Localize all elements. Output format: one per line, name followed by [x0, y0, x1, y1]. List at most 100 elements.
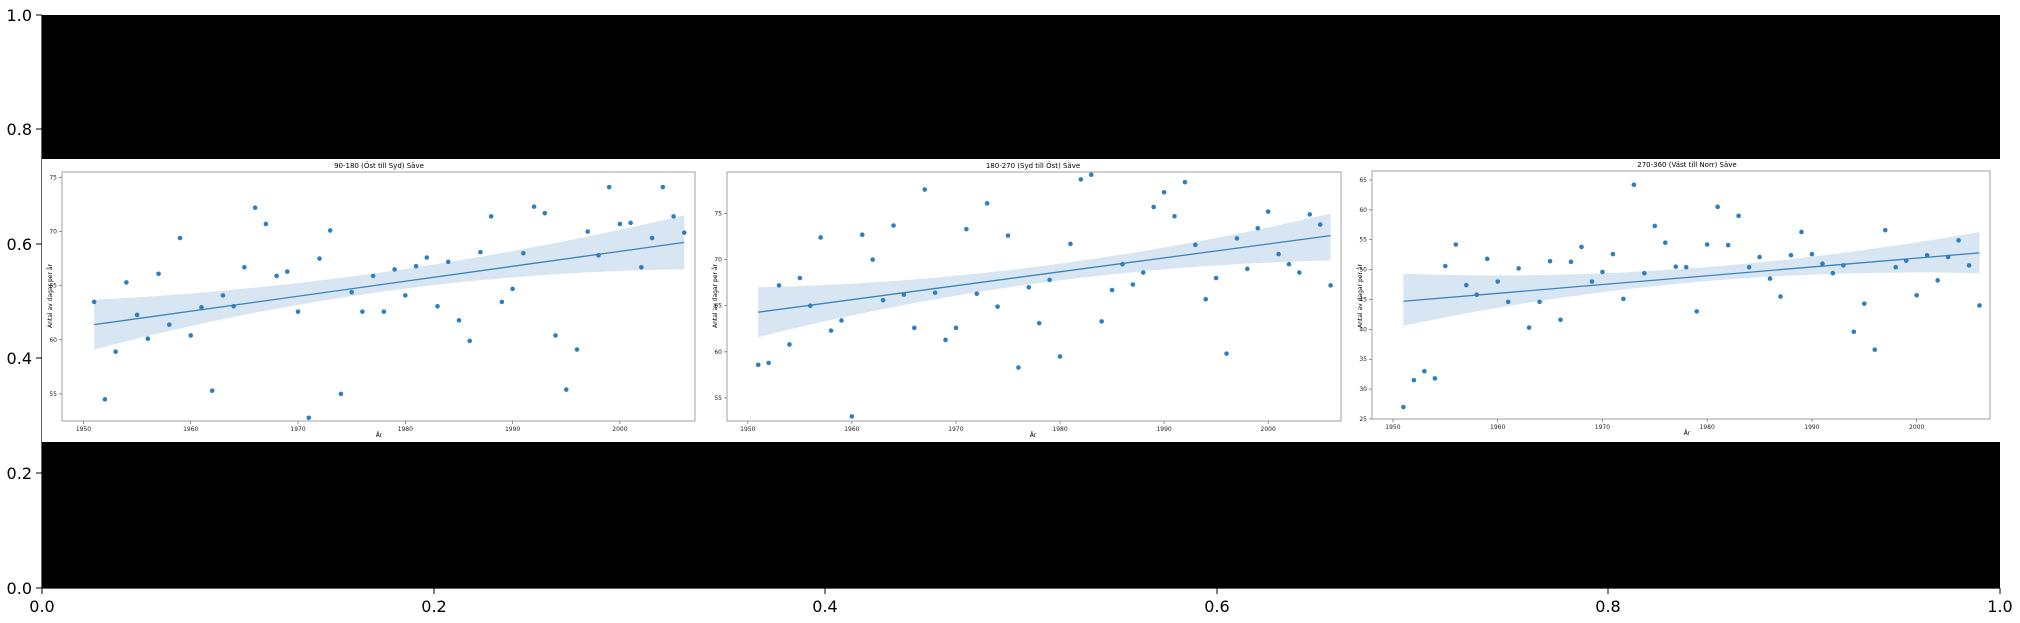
data-point — [859, 232, 865, 238]
data-point — [349, 289, 354, 295]
data-point — [1736, 213, 1741, 219]
plot-area: 1950 1960 1970 1980 1990 2000 55 60 65 70 75 — [714, 172, 1333, 433]
data-point — [585, 229, 591, 234]
x-tick-label: 1970 — [290, 426, 305, 433]
y-axis-label: Antal av dagar per år — [47, 263, 54, 328]
outer-x-tick-label: 1.0 — [1987, 597, 2012, 616]
data-point — [1715, 204, 1720, 210]
outer-x-tick-label: 0.8 — [1595, 597, 1620, 616]
data-point — [1088, 172, 1094, 178]
y-tick-label: 50 — [1359, 267, 1367, 274]
data-point — [1036, 320, 1042, 326]
data-point — [1276, 251, 1281, 257]
data-point — [1882, 227, 1888, 233]
data-point — [1130, 282, 1136, 287]
data-point — [563, 387, 569, 392]
data-point — [542, 210, 548, 216]
data-point — [596, 253, 601, 258]
data-point — [1224, 351, 1229, 356]
outer-x-tick-label: 0.6 — [1204, 597, 1229, 616]
data-point — [1893, 264, 1899, 270]
data-point — [188, 333, 194, 338]
data-point — [467, 338, 472, 344]
data-point — [499, 299, 505, 305]
data-point — [1317, 222, 1323, 227]
data-point — [231, 303, 236, 309]
data-point — [413, 263, 419, 269]
data-point — [1704, 242, 1710, 247]
data-point — [617, 221, 623, 227]
data-point — [317, 256, 322, 261]
data-point — [435, 303, 440, 309]
data-point — [1579, 244, 1584, 250]
data-point — [1297, 270, 1302, 275]
data-point — [1234, 236, 1240, 241]
data-point — [1026, 284, 1032, 290]
data-point — [1809, 251, 1815, 257]
chart-panel-1-background — [42, 159, 705, 442]
data-point — [381, 309, 387, 314]
data-point — [984, 201, 990, 206]
data-point — [521, 250, 526, 256]
plot-frame — [61, 171, 696, 422]
data-point — [660, 184, 666, 190]
data-point — [1328, 283, 1333, 288]
data-point — [1161, 189, 1167, 195]
data-point — [113, 349, 118, 355]
data-point — [1401, 404, 1406, 410]
x-tick-label: 1970 — [948, 426, 963, 433]
data-point — [1120, 261, 1125, 267]
outer-y-tick-label: 0.2 — [7, 464, 32, 483]
data-point — [671, 214, 676, 219]
data-point — [1547, 258, 1553, 264]
regression-line — [758, 234, 1331, 313]
outer-x-tick-label: 0.2 — [421, 597, 446, 616]
data-point — [1694, 309, 1700, 314]
y-tick-label: 55 — [714, 395, 722, 402]
plot-frame — [1371, 170, 1991, 420]
x-tick-label: 1960 — [844, 426, 859, 433]
x-tick-label: 1950 — [76, 426, 91, 433]
data-point — [1213, 275, 1219, 281]
data-point — [1255, 225, 1261, 231]
x-tick-label: 1990 — [505, 426, 520, 433]
data-point — [1078, 177, 1084, 182]
data-point — [1099, 319, 1104, 324]
y-tick-label: 55 — [49, 391, 57, 398]
data-point — [1140, 270, 1146, 275]
data-point — [1193, 242, 1198, 248]
data-point — [220, 293, 226, 298]
data-point — [1683, 264, 1689, 270]
data-point — [1109, 287, 1115, 293]
data-point — [1652, 223, 1658, 229]
data-point — [787, 342, 792, 347]
data-point — [870, 257, 875, 262]
outer-y-tick-label: 0.8 — [7, 120, 32, 139]
y-tick-label: 60 — [1359, 207, 1367, 214]
outer-y-tick-label: 1.0 — [7, 6, 32, 25]
data-point — [776, 283, 782, 288]
data-point — [263, 221, 269, 227]
data-point — [1788, 252, 1794, 258]
plot-area: 1950 1960 1970 1980 1990 2000 25 30 35 40 45 50 55 60… — [1359, 177, 1982, 431]
data-point — [1047, 277, 1052, 283]
data-point — [1151, 204, 1156, 210]
regression-line — [1403, 252, 1980, 302]
data-point — [285, 269, 290, 274]
chart-title: 90-180 (Öst till Syd) Säve — [334, 161, 424, 170]
data-point — [891, 223, 896, 228]
regression-line — [94, 241, 685, 326]
x-tick-label: 1980 — [1700, 424, 1715, 431]
data-point — [102, 397, 108, 402]
y-tick-label: 45 — [1359, 296, 1367, 303]
data-point — [628, 220, 633, 226]
data-point — [199, 305, 204, 310]
data-point — [1757, 254, 1762, 260]
data-point — [1830, 270, 1836, 276]
data-point — [360, 309, 365, 314]
outer-x-ticks: 0.0 0.2 0.4 0.6 0.8 1.0 — [29, 588, 2013, 616]
chart-panel-2: 180-270 (Syd till Öst) Säve År Antal av … — [712, 161, 1342, 439]
outer-x-tick-label: 0.4 — [812, 597, 837, 616]
x-tick-label: 1990 — [1804, 424, 1819, 431]
